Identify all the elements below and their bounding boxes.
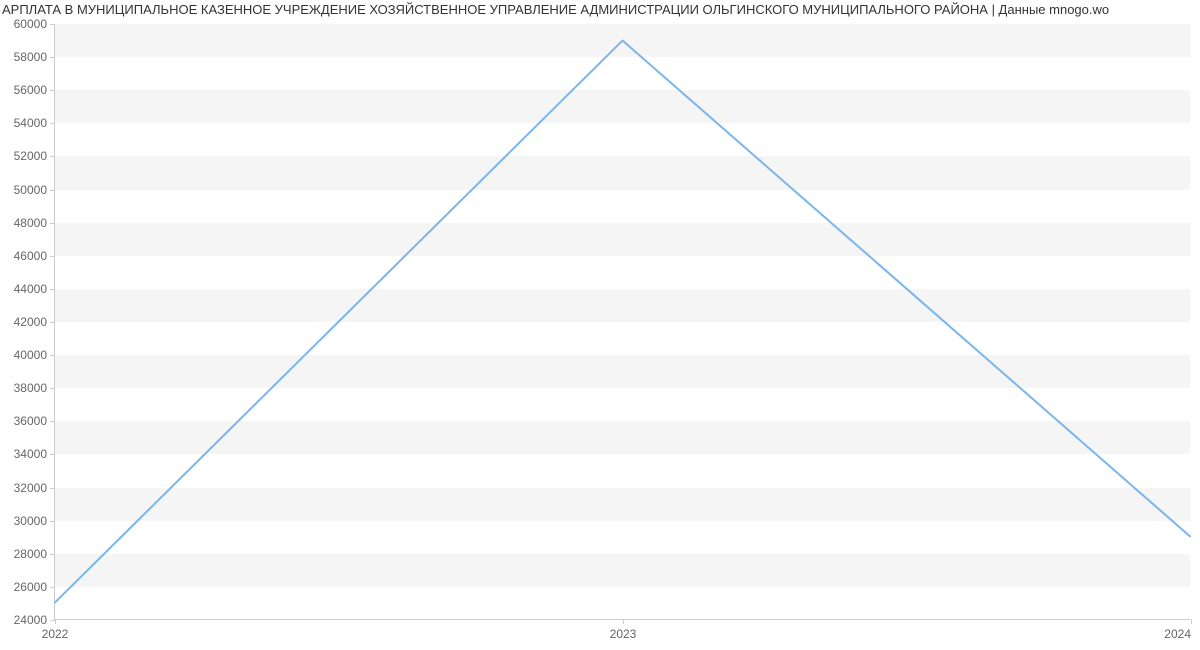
x-tick (623, 619, 624, 624)
y-tick (50, 190, 55, 191)
y-tick (50, 90, 55, 91)
y-axis-label: 26000 (14, 580, 47, 594)
y-tick (50, 24, 55, 25)
y-axis-label: 52000 (14, 149, 47, 163)
y-axis-label: 50000 (14, 183, 47, 197)
y-axis-label: 28000 (14, 547, 47, 561)
y-axis-label: 36000 (14, 414, 47, 428)
y-axis-label: 40000 (14, 348, 47, 362)
x-axis-label: 2023 (610, 627, 637, 641)
plot-area: 2400026000280003000032000340003600038000… (54, 24, 1190, 620)
y-axis-label: 48000 (14, 216, 47, 230)
y-tick (50, 123, 55, 124)
y-tick (50, 388, 55, 389)
series-line (55, 41, 1190, 603)
chart-title: АРПЛАТА В МУНИЦИПАЛЬНОЕ КАЗЕННОЕ УЧРЕЖДЕ… (0, 2, 1200, 17)
y-tick (50, 587, 55, 588)
y-tick (50, 355, 55, 356)
x-axis-label: 2024 (1164, 627, 1191, 641)
y-axis-label: 38000 (14, 381, 47, 395)
line-series (55, 24, 1190, 619)
y-axis-label: 46000 (14, 249, 47, 263)
y-tick (50, 156, 55, 157)
y-axis-label: 44000 (14, 282, 47, 296)
y-axis-label: 60000 (14, 17, 47, 31)
y-tick (50, 521, 55, 522)
y-axis-label: 54000 (14, 116, 47, 130)
x-tick (55, 619, 56, 624)
salary-line-chart: АРПЛАТА В МУНИЦИПАЛЬНОЕ КАЗЕННОЕ УЧРЕЖДЕ… (0, 0, 1200, 650)
y-axis-label: 42000 (14, 315, 47, 329)
y-tick (50, 322, 55, 323)
x-tick (1191, 619, 1192, 624)
y-tick (50, 256, 55, 257)
x-axis-label: 2022 (42, 627, 69, 641)
y-tick (50, 421, 55, 422)
y-tick (50, 223, 55, 224)
y-tick (50, 289, 55, 290)
y-axis-label: 32000 (14, 481, 47, 495)
y-axis-label: 30000 (14, 514, 47, 528)
y-tick (50, 488, 55, 489)
y-tick (50, 554, 55, 555)
y-tick (50, 57, 55, 58)
y-axis-label: 24000 (14, 613, 47, 627)
y-axis-label: 34000 (14, 447, 47, 461)
y-axis-label: 58000 (14, 50, 47, 64)
y-axis-label: 56000 (14, 83, 47, 97)
y-tick (50, 454, 55, 455)
